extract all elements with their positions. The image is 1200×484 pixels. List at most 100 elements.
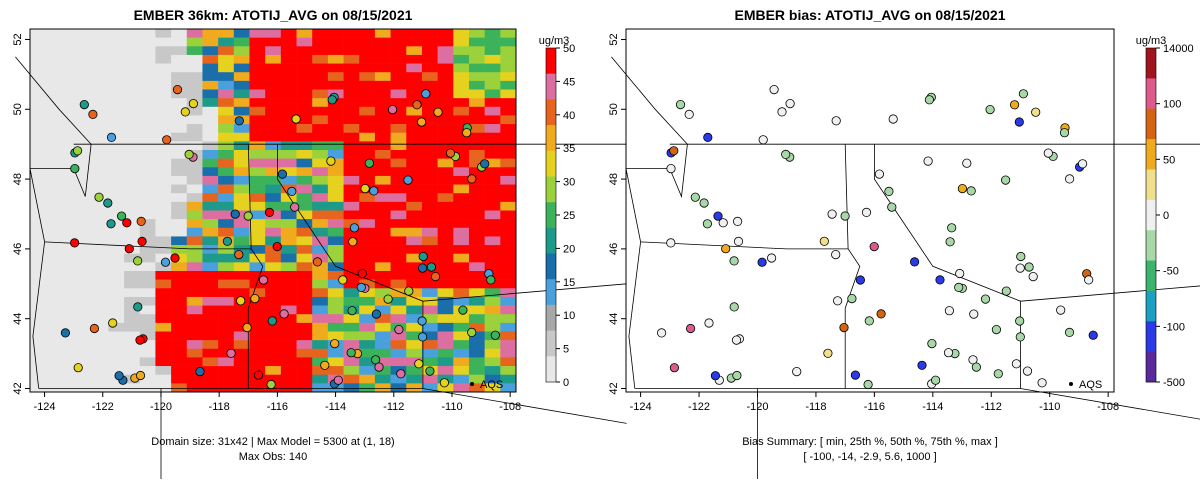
grid-cell bbox=[108, 72, 124, 81]
grid-cell bbox=[438, 55, 454, 64]
grid-cell bbox=[77, 288, 93, 297]
grid-cell bbox=[391, 150, 407, 159]
grid-cell bbox=[297, 288, 313, 297]
monitor-site bbox=[686, 324, 694, 332]
grid-cell bbox=[469, 228, 485, 237]
grid-cell bbox=[375, 159, 391, 168]
grid-cell bbox=[218, 306, 234, 315]
x-tick-label: -120 bbox=[150, 401, 172, 413]
grid-cell bbox=[485, 314, 501, 323]
grid-cell bbox=[312, 245, 328, 254]
grid-cell bbox=[187, 193, 203, 202]
grid-cell bbox=[46, 46, 62, 55]
monitor-site bbox=[657, 329, 665, 337]
grid-cell bbox=[406, 219, 422, 228]
grid-cell bbox=[406, 193, 422, 202]
y-tick-label: 46 bbox=[12, 243, 24, 255]
grid-cell bbox=[297, 64, 313, 73]
grid-cell bbox=[297, 150, 313, 159]
grid-cell bbox=[234, 236, 250, 245]
grid-cell bbox=[171, 193, 187, 202]
grid-cell bbox=[61, 133, 77, 142]
grid-cell bbox=[281, 46, 297, 55]
grid-cell bbox=[155, 219, 171, 228]
monitor-site bbox=[265, 208, 273, 216]
grid-cell bbox=[328, 228, 344, 237]
monitor-site bbox=[676, 100, 684, 108]
grid-cell bbox=[312, 219, 328, 228]
grid-cell bbox=[406, 202, 422, 211]
grid-cell bbox=[359, 375, 375, 384]
monitor-site bbox=[1015, 118, 1023, 126]
grid-cell bbox=[108, 245, 124, 254]
grid-cell bbox=[61, 288, 77, 297]
grid-cell bbox=[93, 64, 109, 73]
grid-cell bbox=[469, 72, 485, 81]
grid-cell bbox=[438, 366, 454, 375]
grid-cell bbox=[218, 46, 234, 55]
grid-cell bbox=[438, 245, 454, 254]
grid-cell bbox=[155, 245, 171, 254]
grid-cell bbox=[469, 236, 485, 245]
grid-cell bbox=[77, 271, 93, 280]
grid-cell bbox=[422, 340, 438, 349]
grid-cell bbox=[344, 366, 360, 375]
grid-cell bbox=[77, 375, 93, 384]
grid-cell bbox=[406, 46, 422, 55]
monitor-site bbox=[786, 99, 794, 107]
grid-cell bbox=[187, 185, 203, 194]
grid-cell bbox=[359, 141, 375, 150]
grid-cell bbox=[93, 81, 109, 90]
monitor-site bbox=[481, 160, 489, 168]
grid-cell bbox=[187, 236, 203, 245]
monitor-site bbox=[1016, 264, 1024, 272]
grid-cell bbox=[328, 46, 344, 55]
right-caption-line1: Bias Summary: [ min, 25th %, 50th %, 75t… bbox=[742, 436, 998, 448]
grid-cell bbox=[265, 193, 281, 202]
grid-cell bbox=[422, 375, 438, 384]
grid-cell bbox=[108, 64, 124, 73]
grid-cell bbox=[281, 383, 297, 392]
monitor-site bbox=[413, 101, 421, 109]
grid-cell bbox=[155, 271, 171, 280]
grid-cell bbox=[500, 280, 516, 289]
monitor-site bbox=[136, 336, 144, 344]
grid-cell bbox=[249, 133, 265, 142]
grid-cell bbox=[77, 64, 93, 73]
grid-cell bbox=[187, 133, 203, 142]
grid-cell bbox=[500, 90, 516, 99]
monitor-site bbox=[397, 370, 405, 378]
grid-cell bbox=[171, 72, 187, 81]
grid-cell bbox=[140, 159, 156, 168]
right-aqs-label: AQS bbox=[1079, 379, 1102, 391]
grid-cell bbox=[438, 159, 454, 168]
grid-cell bbox=[422, 211, 438, 220]
grid-cell bbox=[218, 228, 234, 237]
grid-cell bbox=[438, 46, 454, 55]
monitor-site bbox=[700, 199, 708, 207]
grid-cell bbox=[344, 288, 360, 297]
x-tick-label: -122 bbox=[688, 401, 710, 413]
y-tick-label: 50 bbox=[608, 103, 620, 115]
grid-cell bbox=[453, 288, 469, 297]
grid-cell bbox=[328, 29, 344, 38]
grid-cell bbox=[202, 366, 218, 375]
grid-cell bbox=[312, 185, 328, 194]
boundary-line bbox=[611, 57, 687, 389]
grid-cell bbox=[77, 228, 93, 237]
monitor-site bbox=[70, 239, 78, 247]
grid-cell bbox=[391, 236, 407, 245]
monitor-site bbox=[171, 254, 179, 262]
grid-cell bbox=[281, 72, 297, 81]
grid-cell bbox=[124, 228, 140, 237]
grid-cell bbox=[297, 383, 313, 392]
grid-cell bbox=[422, 81, 438, 90]
grid-cell bbox=[500, 219, 516, 228]
monitor-site bbox=[227, 349, 235, 357]
grid-cell bbox=[344, 115, 360, 124]
grid-cell bbox=[485, 150, 501, 159]
grid-cell bbox=[328, 332, 344, 341]
grid-cell bbox=[312, 288, 328, 297]
grid-cell bbox=[108, 297, 124, 306]
grid-cell bbox=[140, 46, 156, 55]
